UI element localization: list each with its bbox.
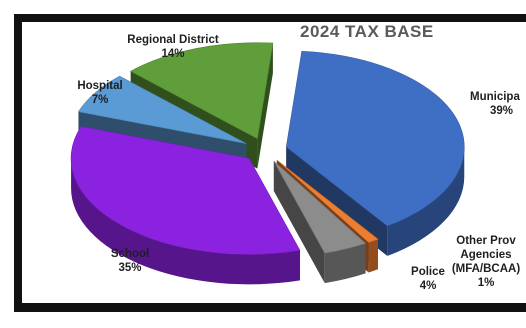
label-police-name: Police [411, 266, 445, 278]
label-regional-district-name: Regional District [127, 34, 219, 46]
label-municipal-pct: 39% [490, 105, 514, 117]
slice-side-municipal-0 [387, 146, 465, 256]
label-municipal: Municipa 39% [470, 90, 526, 118]
slice-other-prov-agencies-mfa-bcaa [276, 159, 379, 243]
slice-wall-police-1 [273, 161, 325, 284]
label-other-line1: Other Prov [456, 235, 516, 247]
label-police: Police 4% [403, 265, 453, 293]
label-other-line2: Agencies [460, 249, 512, 261]
label-regional-district: Regional District 14% [118, 33, 228, 61]
label-other-prov-agencies: Other Prov Agencies (MFA/BCAA) 1% [448, 234, 524, 290]
label-other-line3: (MFA/BCAA) [451, 263, 521, 275]
slice-municipal [285, 50, 465, 227]
label-school-pct: 35% [118, 262, 142, 274]
label-school-name: School [110, 248, 150, 260]
slice-school [70, 126, 301, 255]
slice-regional-district [130, 42, 274, 140]
label-hospital: Hospital 7% [70, 79, 130, 107]
slice-hospital [77, 75, 247, 144]
slice-side-school-0 [71, 158, 300, 285]
label-hospital-name: Hospital [77, 80, 123, 92]
label-municipal-name: Municipa [470, 91, 520, 103]
label-hospital-pct: 7% [91, 94, 109, 106]
slice-wall-regional-district-1 [257, 43, 273, 169]
slice-police [273, 160, 367, 254]
label-police-pct: 4% [419, 280, 437, 292]
label-other-pct: 1% [477, 277, 495, 289]
label-regional-district-pct: 14% [161, 48, 185, 60]
slice-side-other-prov-agencies-mfa-bcaa-0 [368, 239, 378, 273]
chart-title: 2024 TAX BASE [300, 22, 434, 41]
slice-side-police-0 [324, 243, 366, 284]
label-school: School 35% [98, 247, 162, 275]
